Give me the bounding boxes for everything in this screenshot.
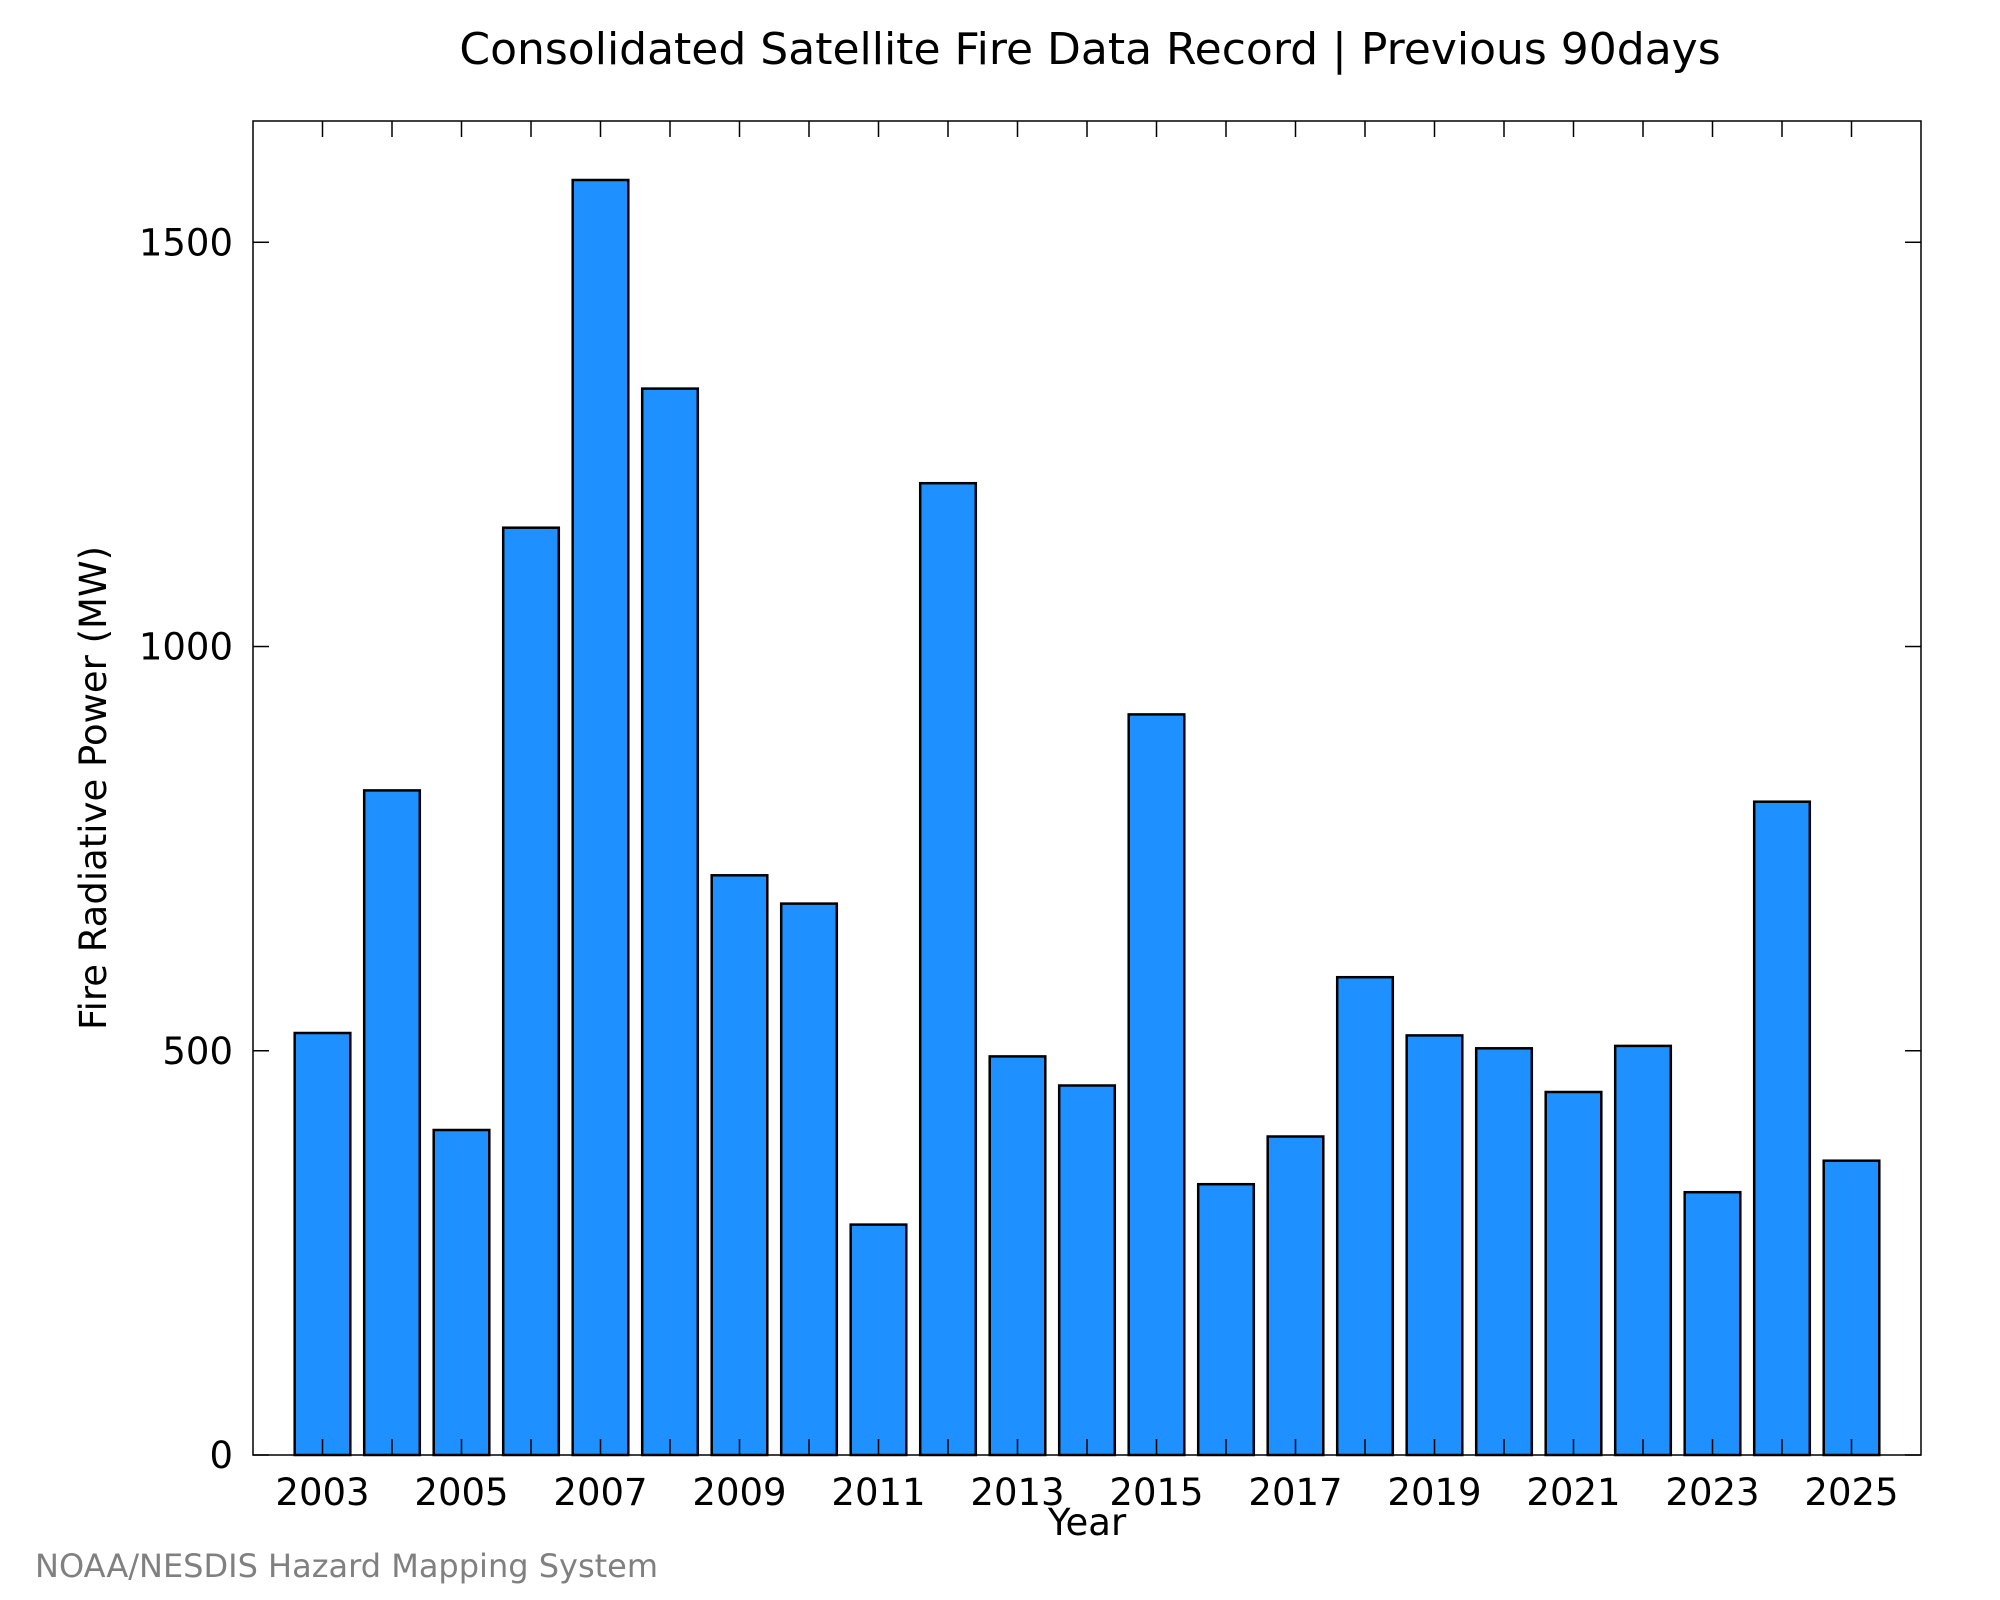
credit-text: NOAA/NESDIS Hazard Mapping System (35, 1547, 658, 1585)
x-tick-label: 2011 (831, 1471, 925, 1514)
bar-2022 (1613, 1044, 1673, 1457)
bar-2006 (501, 526, 561, 1457)
bar-2014 (1057, 1084, 1117, 1457)
y-tick-label: 500 (162, 1030, 233, 1073)
y-axis-label: Fire Radiative Power (MW) (72, 546, 115, 1030)
bar-2005 (432, 1128, 491, 1457)
x-tick-label: 2019 (1387, 1471, 1481, 1514)
bar-2010 (779, 902, 839, 1457)
bar-2007 (571, 178, 630, 1457)
bar-2021 (1544, 1090, 1603, 1457)
bar-2003 (293, 1031, 352, 1457)
x-tick-label: 2003 (275, 1471, 369, 1514)
x-tick-label: 2023 (1665, 1471, 1759, 1514)
bar-2012 (918, 481, 978, 1457)
chart-title: Consolidated Satellite Fire Data Record … (459, 24, 1720, 75)
x-tick-label: 2007 (553, 1471, 647, 1514)
bar-2024 (1752, 800, 1812, 1457)
x-axis-ticks: 2003 2005 2007 2009 2011 2013 2015 2017 2019 2021… (275, 121, 1899, 1514)
bars-group (293, 178, 1881, 1457)
y-tick-label: 1500 (139, 221, 233, 264)
bar-2004 (362, 789, 422, 1457)
bar-2009 (710, 874, 769, 1457)
bar-2020 (1474, 1047, 1534, 1457)
x-tick-label: 2015 (1109, 1471, 1203, 1514)
x-tick-label: 2009 (692, 1471, 786, 1514)
y-tick-label: 0 (209, 1434, 233, 1477)
bar-2019 (1405, 1034, 1464, 1457)
bar-2016 (1196, 1182, 1256, 1457)
x-tick-label: 2021 (1526, 1471, 1620, 1514)
x-tick-label: 2005 (414, 1471, 508, 1514)
x-tick-label: 2013 (970, 1471, 1064, 1514)
y-tick-label: 1000 (139, 626, 233, 669)
x-tick-label: 2025 (1804, 1471, 1898, 1514)
bar-2025 (1822, 1159, 1881, 1457)
bar-2008 (640, 387, 700, 1457)
x-axis-label: Year (1047, 1501, 1127, 1544)
bar-2015 (1127, 713, 1186, 1457)
x-tick-label: 2017 (1248, 1471, 1342, 1514)
bar-2013 (988, 1055, 1047, 1457)
bar-2011 (849, 1223, 908, 1457)
y-axis-ticks: 0 500 1000 1500 (139, 221, 1921, 1477)
bar-2023 (1683, 1190, 1742, 1457)
bar-2017 (1266, 1135, 1325, 1457)
bar-2018 (1335, 975, 1395, 1457)
